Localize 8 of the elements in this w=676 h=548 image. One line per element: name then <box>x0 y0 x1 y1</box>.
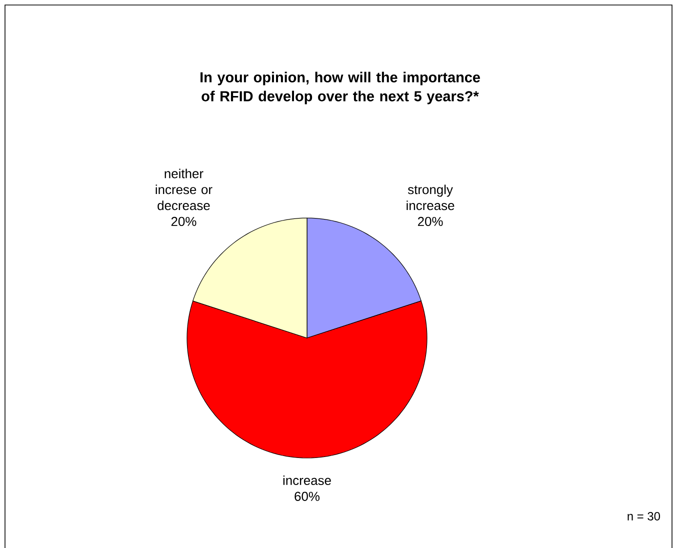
data-label: 60% <box>294 492 320 501</box>
data-label: 20% <box>418 216 443 226</box>
data-label: 20% <box>171 216 196 226</box>
slice-label: increase <box>283 475 331 485</box>
slice-label: neither increse or decrease <box>156 168 212 210</box>
slice-label: strongly increase <box>406 184 454 210</box>
text: n = 30 <box>628 512 660 520</box>
chart-title: In your opinion, how will the importance of RFID develop over the next 5 years?* <box>200 72 480 104</box>
